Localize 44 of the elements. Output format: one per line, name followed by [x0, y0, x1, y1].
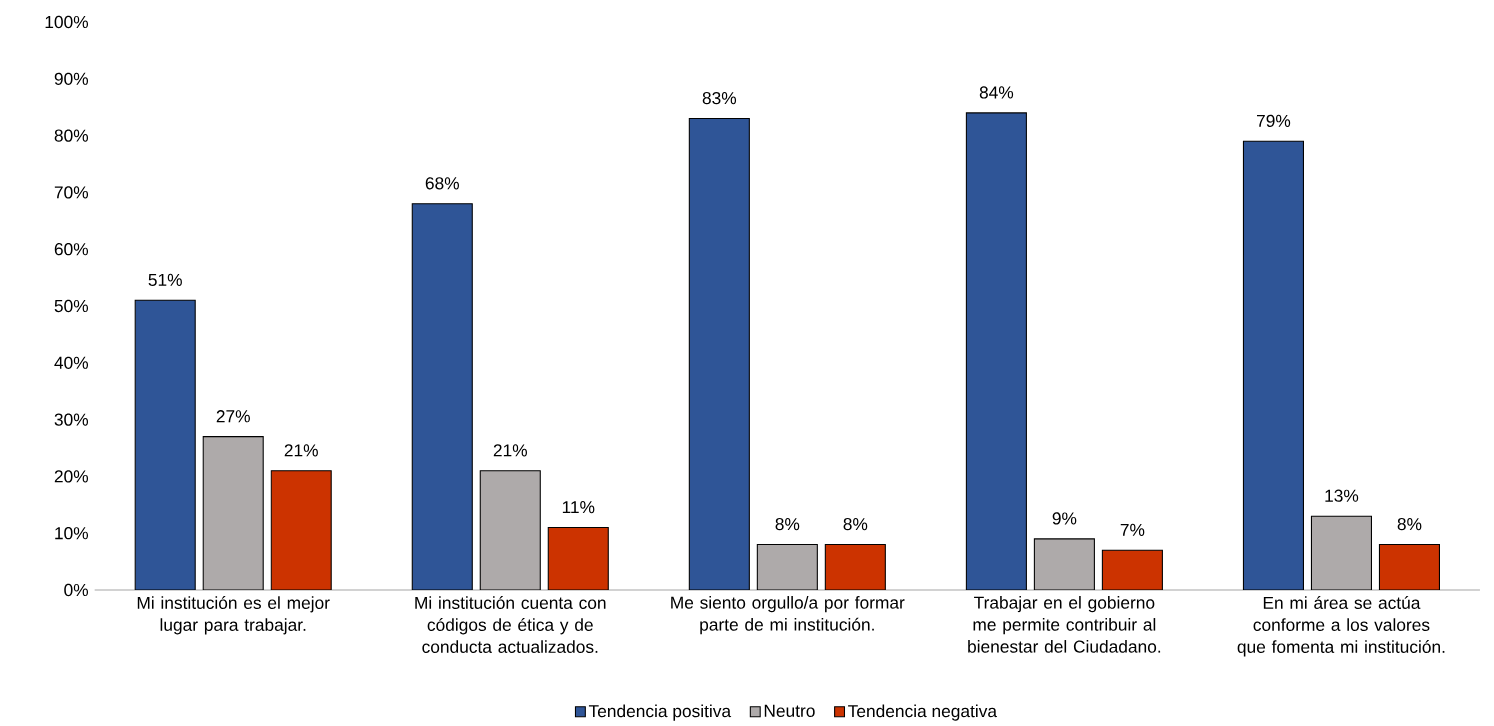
- legend-label: Tendencia negativa: [848, 704, 998, 721]
- x-tick-label: Mi institución cuenta con códigos de ética y de conducta actualizados.: [415, 596, 606, 653]
- bar: [824, 544, 886, 590]
- x-tick-label: Trabajar en el gobierno me permite contribuir al bienestar del Ciudadano.: [968, 596, 1161, 653]
- bar: [1101, 549, 1163, 590]
- data-label: 9%: [1052, 512, 1077, 525]
- x-tick-label: En mi área se actúa conforme a los valores que fomenta mi institución.: [1237, 596, 1445, 657]
- y-tick-label: 10%: [55, 527, 89, 540]
- y-tick-label: 60%: [54, 243, 89, 256]
- data-label: 8%: [1397, 517, 1422, 531]
- bar: [270, 470, 332, 590]
- bar: [411, 203, 473, 590]
- data-label: 51%: [148, 273, 182, 287]
- y-tick-label: 100%: [45, 15, 89, 29]
- data-label: 83%: [702, 91, 737, 105]
- data-label: 13%: [1325, 489, 1359, 502]
- bar: [547, 526, 609, 590]
- x-tick-label: Mi institución es el mejor lugar para trabajar.: [137, 596, 330, 635]
- x-tick-label: Me siento orgullo/a por formar parte de mi institución.: [671, 596, 905, 635]
- data-label: 21%: [284, 444, 318, 457]
- y-tick-label: 90%: [54, 72, 89, 85]
- bar: [1242, 140, 1304, 590]
- data-label: 8%: [843, 517, 868, 531]
- y-tick-label: 50%: [54, 299, 89, 313]
- data-label: 79%: [1257, 114, 1291, 127]
- legend-label: Neutro: [764, 704, 815, 717]
- data-label: 68%: [425, 177, 459, 190]
- data-label: 11%: [562, 501, 595, 514]
- data-label: 27%: [216, 410, 250, 423]
- y-tick-label: 80%: [54, 129, 89, 142]
- y-tick-label: 40%: [54, 356, 89, 369]
- y-tick-label: 30%: [54, 413, 89, 426]
- y-tick-label: 70%: [54, 186, 89, 199]
- legend-label: Tendencia positiva: [588, 704, 732, 721]
- bar: [1378, 544, 1440, 590]
- bar: [965, 112, 1027, 590]
- data-label: 84%: [979, 86, 1014, 99]
- bar: [134, 299, 196, 590]
- data-label: 7%: [1120, 523, 1145, 536]
- y-tick-label: 20%: [54, 470, 89, 483]
- y-tick-label: 0%: [64, 583, 89, 597]
- data-label: 21%: [493, 444, 527, 457]
- bar: [688, 118, 750, 590]
- data-label: 8%: [775, 517, 800, 531]
